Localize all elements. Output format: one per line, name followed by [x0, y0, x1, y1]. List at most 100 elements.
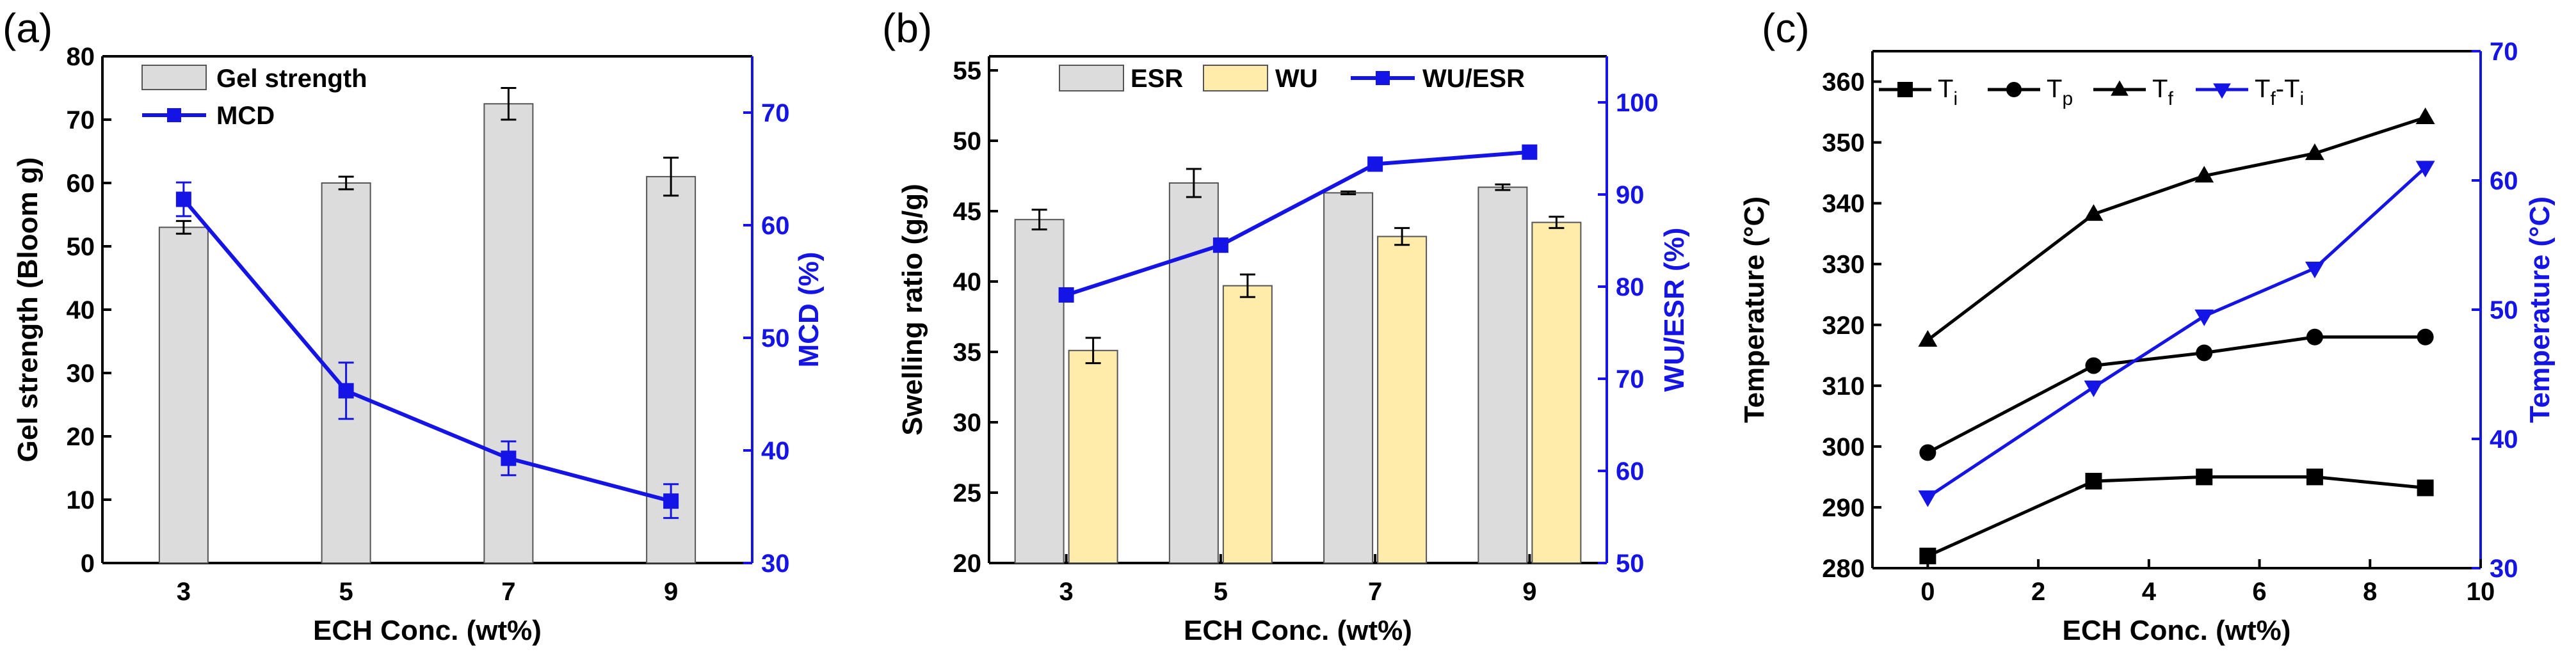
y-tick-label-right: 70 [1616, 365, 1645, 393]
panel-label: (a) [3, 5, 52, 51]
point-ti [2196, 468, 2213, 486]
y-tick-label-left: 30 [953, 409, 982, 437]
y-tick-label-right: 60 [1616, 457, 1645, 486]
y-tick-label-right: 70 [2490, 38, 2518, 66]
point-tf [2194, 166, 2214, 183]
y-axis-label-right: WU/ESR (%) [1659, 228, 1690, 392]
series-line-tf-ti [1926, 166, 2427, 498]
legend-label-tp: Tp [2047, 75, 2073, 109]
legend-label-mcd: MCD [216, 102, 275, 130]
y-tick-label-left: 35 [953, 338, 982, 367]
legend-label-ti: Ti [1938, 75, 1958, 109]
point-tp [2417, 328, 2434, 345]
y-tick-label-left: 45 [953, 198, 982, 226]
legend-label-wu: WU [1275, 65, 1318, 93]
legend-label-esr: ESR [1131, 65, 1183, 93]
y-tick-label-left: 10 [67, 486, 95, 514]
bar-wu [1068, 349, 1118, 564]
point-tf [2084, 204, 2104, 221]
legend-swatch-esr [1059, 65, 1124, 91]
x-axis-label: ECH Conc. (wt%) [313, 615, 542, 646]
series-line-tf [1926, 116, 2426, 342]
series-line-mcd [182, 198, 672, 504]
point-wu-esr [1522, 144, 1538, 160]
y-tick-label-right: 40 [761, 437, 790, 465]
y-tick-label-left: 40 [953, 268, 982, 296]
panel-label: (c) [1762, 5, 1810, 51]
point-tf [2415, 107, 2435, 125]
y-tick-label-right: 50 [761, 324, 790, 353]
x-tick-label: 8 [2363, 578, 2377, 606]
y-tick-label-left: 25 [953, 479, 982, 507]
point-mcd [501, 450, 517, 466]
y-tick-label-right: 50 [1616, 550, 1645, 578]
legend-label-tf: Tf [2152, 75, 2173, 109]
x-tick-label: 5 [339, 578, 353, 606]
y-tick-label-left: 340 [1822, 190, 1865, 218]
x-tick-label: 6 [2252, 578, 2266, 606]
y-tick-label-right: 70 [761, 99, 790, 127]
point-mcd [175, 191, 191, 207]
y-tick-label-left: 280 [1822, 555, 1865, 583]
point-mcd [663, 493, 679, 509]
y-tick-label-left: 20 [67, 423, 95, 451]
panel-c: 2802903003103203303403503603040506070ECH… [1739, 5, 2556, 646]
legend-label-wu-esr: WU/ESR [1422, 65, 1525, 93]
bar-gel-strength [483, 103, 534, 564]
legend-marker-tp [2006, 82, 2022, 97]
y-tick-label-right: 100 [1616, 89, 1659, 117]
point-tf-ti [2194, 309, 2214, 326]
point-tf [2305, 143, 2324, 161]
series-line-wu-esr [1065, 150, 1530, 297]
x-tick-label: 3 [177, 578, 191, 606]
x-tick-label: 3 [1059, 578, 1074, 606]
y-tick-label-left: 80 [67, 43, 95, 71]
y-axis-label-right: Temperature (°C) [2524, 196, 2556, 423]
x-tick-label: 4 [2142, 578, 2157, 606]
x-axis-label: ECH Conc. (wt%) [2063, 615, 2291, 646]
x-tick-label: 7 [1368, 578, 1382, 606]
y-tick-label-left: 40 [67, 296, 95, 324]
y-tick-label-left: 60 [67, 170, 95, 198]
y-tick-label-left: 310 [1822, 372, 1865, 401]
y-tick-label-right: 50 [2490, 296, 2518, 324]
legend: Gel strength MCD [141, 65, 367, 130]
bar-wu [1377, 235, 1428, 564]
y-tick-label-left: 320 [1822, 312, 1865, 340]
x-tick-label: 9 [1522, 578, 1536, 606]
point-tp [2085, 357, 2102, 374]
bar-esr [1168, 182, 1219, 564]
legend-swatch-wu [1203, 65, 1268, 91]
panel-label: (b) [882, 5, 932, 51]
legend: Ti Tp Tf Tf-Ti [1879, 75, 2304, 109]
y-axis-label-left: Swelling ratio (g/g) [897, 184, 928, 436]
y-tick-label-left: 330 [1822, 251, 1865, 279]
y-tick-label-left: 30 [67, 360, 95, 388]
legend-marker-ti [1897, 82, 1913, 97]
y-tick-label-right: 40 [2490, 425, 2518, 454]
y-tick-label-left: 50 [67, 233, 95, 261]
y-tick-label-right: 30 [2490, 555, 2518, 583]
bar-esr [1477, 186, 1528, 564]
y-tick-label-right: 90 [1616, 181, 1645, 209]
point-ti [2417, 479, 2434, 496]
x-tick-label: 5 [1214, 578, 1228, 606]
legend-marker-tf [2111, 80, 2129, 96]
x-tick-label: 7 [501, 578, 515, 606]
point-tf-ti [2415, 161, 2435, 178]
legend-label-tf-ti: Tf-Ti [2255, 75, 2304, 109]
bar-gel-strength [158, 226, 209, 564]
point-ti [2085, 473, 2102, 490]
point-tf-ti [1918, 490, 1938, 507]
x-axis-label: ECH Conc. (wt%) [1184, 615, 1412, 646]
bar-esr [1323, 192, 1374, 564]
series-line-tp [1927, 335, 2426, 454]
point-ti [1919, 547, 1936, 564]
y-tick-label-left: 300 [1822, 433, 1865, 461]
legend-marker-tf-ti [2213, 83, 2231, 99]
y-tick-label-left: 360 [1822, 68, 1865, 97]
x-tick-label: 2 [2031, 578, 2045, 606]
x-tick-label: 0 [1920, 578, 1935, 606]
